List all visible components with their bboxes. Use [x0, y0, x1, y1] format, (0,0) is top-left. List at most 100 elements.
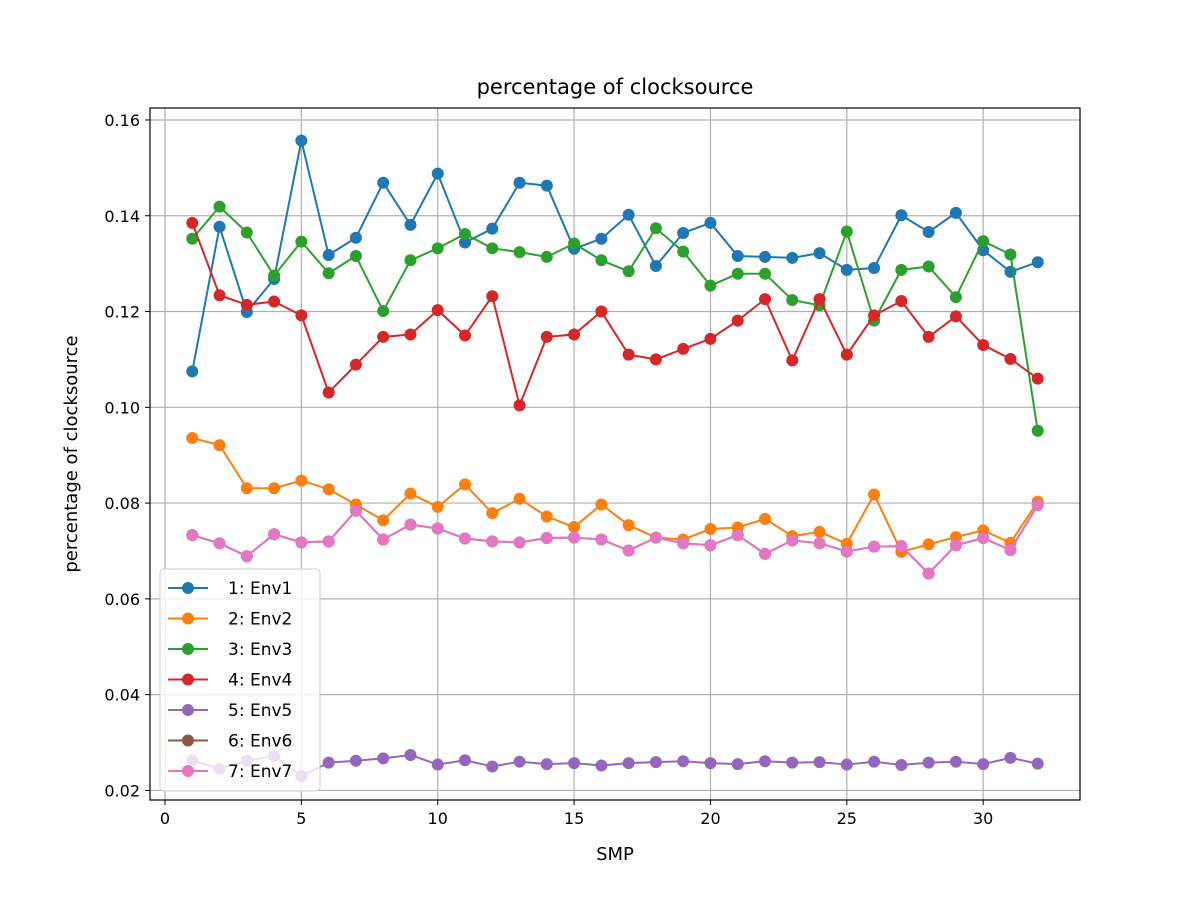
data-point	[404, 328, 417, 341]
y-tick-label: 0.14	[104, 207, 140, 226]
data-point	[949, 539, 962, 552]
data-point	[1031, 424, 1044, 437]
data-point	[513, 246, 526, 259]
y-axis: 0.02 0.04 0.06 0.08 0.10 0.12 0.14 0.16	[104, 111, 150, 800]
data-point	[704, 539, 717, 552]
data-point	[486, 222, 499, 235]
data-point	[540, 179, 553, 192]
data-point	[622, 544, 635, 557]
data-point	[540, 250, 553, 263]
data-point	[459, 329, 471, 342]
data-point	[1031, 499, 1044, 512]
data-point	[213, 537, 226, 550]
data-point	[404, 254, 417, 267]
data-point	[240, 550, 253, 563]
data-point	[322, 267, 335, 280]
data-point	[431, 500, 444, 513]
data-point	[295, 309, 308, 322]
legend-label: 3: Env3	[228, 640, 292, 660]
data-point	[868, 309, 881, 322]
data-point	[540, 510, 553, 523]
y-tick-label: 0.02	[104, 781, 140, 800]
data-point	[568, 237, 581, 250]
data-point	[595, 533, 608, 546]
data-point	[704, 757, 717, 770]
data-point	[404, 218, 417, 231]
data-point	[486, 760, 499, 773]
data-point	[840, 225, 853, 238]
data-point	[977, 532, 990, 545]
data-point	[977, 758, 990, 771]
series-group	[186, 134, 1044, 783]
data-point	[431, 522, 444, 535]
data-point	[977, 235, 990, 248]
data-point	[622, 265, 635, 278]
data-point	[349, 504, 362, 517]
data-point	[949, 291, 962, 304]
x-axis: 0 5 10 15 20 25 30	[160, 800, 993, 828]
data-point	[595, 759, 608, 772]
data-point	[240, 226, 253, 239]
data-point	[895, 263, 908, 276]
x-tick-label: 20	[700, 809, 720, 828]
y-tick-label: 0.16	[104, 111, 140, 130]
data-point	[377, 752, 390, 765]
data-point	[759, 755, 771, 768]
data-point	[459, 236, 471, 249]
x-tick-label: 30	[973, 809, 993, 828]
data-point	[268, 482, 281, 495]
data-point	[704, 332, 717, 345]
data-point	[731, 314, 744, 327]
data-point	[513, 755, 526, 768]
legend-label: 5: Env5	[228, 701, 292, 721]
data-point	[1031, 372, 1044, 385]
data-point	[540, 758, 553, 771]
data-point	[349, 754, 362, 767]
data-point	[213, 289, 226, 302]
legend-marker	[182, 765, 194, 777]
data-point	[186, 529, 199, 542]
data-point	[704, 522, 717, 535]
data-point	[595, 254, 608, 267]
data-point	[922, 260, 935, 273]
data-point	[1004, 544, 1017, 557]
legend-label: 1: Env1	[228, 579, 292, 599]
data-point	[649, 222, 662, 235]
data-point	[513, 492, 526, 505]
data-point	[731, 267, 744, 280]
data-point	[677, 245, 690, 258]
data-point	[322, 249, 335, 262]
data-point	[759, 267, 771, 280]
data-point	[840, 348, 853, 361]
data-point	[213, 220, 226, 233]
legend-marker	[182, 643, 194, 655]
data-point	[486, 535, 499, 548]
data-point	[568, 757, 581, 770]
data-point	[595, 305, 608, 318]
x-tick-label: 15	[564, 809, 584, 828]
data-point	[677, 537, 690, 550]
series-7	[186, 499, 1044, 580]
data-point	[813, 525, 826, 538]
data-point	[677, 342, 690, 355]
data-point	[431, 304, 444, 317]
data-point	[840, 545, 853, 558]
data-point	[322, 386, 335, 399]
legend-box	[159, 568, 321, 792]
data-point	[186, 216, 199, 229]
data-point	[868, 261, 881, 274]
data-point	[731, 529, 744, 542]
chart-title: percentage of clocksource	[477, 75, 754, 99]
legend-item: 1: Env1	[168, 579, 292, 599]
data-point	[895, 540, 908, 553]
data-point	[840, 263, 853, 276]
data-point	[431, 758, 444, 771]
data-point	[813, 293, 826, 306]
data-point	[486, 290, 499, 303]
data-point	[213, 439, 226, 452]
data-point	[322, 756, 335, 769]
data-point	[813, 537, 826, 550]
data-point	[649, 756, 662, 769]
data-point	[868, 540, 881, 553]
data-point	[1004, 352, 1017, 365]
